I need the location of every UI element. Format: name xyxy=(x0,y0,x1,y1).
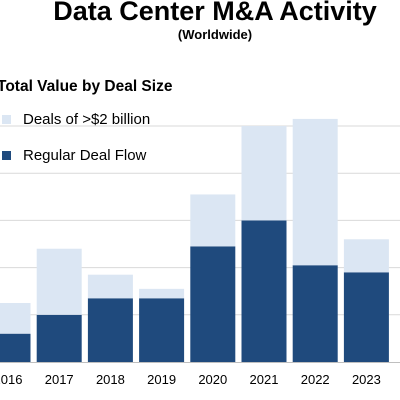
x-tick-label-2022: 2022 xyxy=(301,372,330,387)
bar-regular-2017 xyxy=(36,314,82,362)
chart-subtitle: (Worldwide) xyxy=(177,27,253,42)
legend-swatch-regular-deal-flow xyxy=(2,151,11,160)
bar-regular-2019 xyxy=(139,298,185,362)
bar-large-2017 xyxy=(36,248,82,315)
x-tick-label-2020: 2020 xyxy=(198,372,227,387)
x-tick-label-2018: 2018 xyxy=(96,372,125,387)
legend-swatch-large-deals xyxy=(2,115,11,124)
bars xyxy=(0,118,389,362)
legend-item-large-deals: Deals of >$2 billion xyxy=(2,111,150,128)
section-heading: Total Value by Deal Size xyxy=(0,78,173,95)
x-tick-label-2019: 2019 xyxy=(147,372,176,387)
legend-item-regular-deal-flow: Regular Deal Flow xyxy=(2,147,146,164)
bar-large-2019 xyxy=(139,288,185,299)
bar-large-2016 xyxy=(0,303,31,334)
x-tick-labels: 2016 2017 2018 2019 2020 2021 2022 2023 xyxy=(0,372,381,387)
bar-large-2018 xyxy=(87,274,133,299)
legend-label-large-deals: Deals of >$2 billion xyxy=(23,111,151,128)
bar-large-2020 xyxy=(190,194,236,247)
chart-title: Data Center M&A Activity xyxy=(53,0,377,26)
bar-large-2021 xyxy=(241,126,287,221)
bar-regular-2016 xyxy=(0,333,31,362)
bar-regular-2021 xyxy=(241,220,287,362)
bar-large-2022 xyxy=(292,118,338,266)
bar-regular-2020 xyxy=(190,246,236,362)
bar-large-2023 xyxy=(343,239,389,273)
x-tick-label-2021: 2021 xyxy=(250,372,279,387)
bar-regular-2023 xyxy=(343,272,389,362)
bar-regular-2018 xyxy=(87,298,133,362)
bar-regular-2022 xyxy=(292,265,338,362)
x-tick-label-2016: 2016 xyxy=(0,372,22,387)
x-tick-label-2017: 2017 xyxy=(45,372,74,387)
x-tick-label-2023: 2023 xyxy=(352,372,381,387)
legend-label-regular-deal-flow: Regular Deal Flow xyxy=(23,147,147,164)
